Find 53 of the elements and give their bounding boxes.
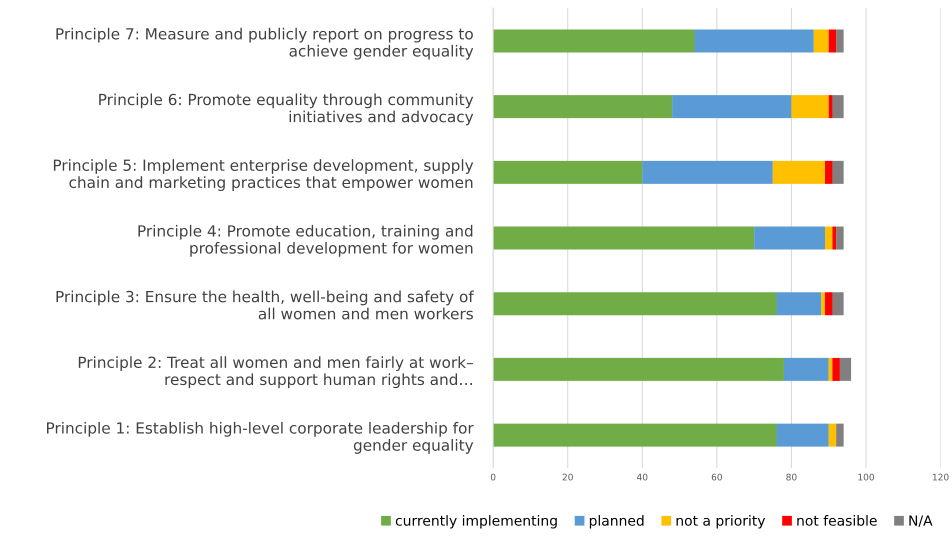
bar [672,95,792,118]
bar [836,226,844,250]
bar [836,424,844,447]
bar [832,226,836,250]
bar [754,226,825,250]
x-tick-label: 40 [636,474,648,481]
bar [493,424,777,447]
y-tick-label: Principle 2: Treat all women and men fairly at work– respect and support human rights and… [78,356,473,388]
bar [493,160,642,184]
bar [791,95,829,118]
bar [828,29,836,52]
y-tick-label: Principle 7: Measure and publicly report on progress to achieve gender equality [56,28,474,60]
bar [694,29,814,52]
bar [821,292,825,316]
bar [828,424,836,447]
x-tick-label: 20 [562,474,573,481]
bar [493,226,754,250]
bar [642,160,773,184]
legend-label: N/A [909,515,932,527]
bar [772,160,825,184]
bar [832,160,844,184]
bar [784,358,829,381]
bar [840,358,852,381]
y-tick-label: Principle 4: Promote education, training and professional development for women [138,224,472,257]
y-tick-label: Principle 1: Establish high-level corporate leadership for gender equality [47,422,474,454]
legend-label: not feasible [797,515,877,526]
bar [493,292,777,316]
x-tick-label: 0 [490,474,496,481]
bar [828,358,832,381]
x-tick-label: 120 [932,474,949,481]
bar [832,292,844,316]
y-tick-label: Principle 3: Ensure the health, well-being and safety of all women and men workers [56,290,474,320]
y-tick-label: Principle 6: Promote equality through community initiatives and advocacy [99,93,474,126]
x-tick-label: 100 [858,474,874,481]
bar [832,358,840,381]
legend-label: planned [590,515,644,528]
bar [828,95,832,118]
bar [824,226,832,250]
x-tick-label: 60 [712,474,722,481]
bar [493,95,672,118]
bar [832,95,844,118]
y-tick-label: Principle 5: Implement enterprise development, supply chain and marketing practices that empower women [54,159,474,192]
legend-label: currently implementing [396,515,557,528]
bar [824,292,832,316]
bar [776,292,822,316]
bar [493,29,694,52]
bar [493,358,784,381]
bar [814,29,829,52]
legend-label: not a priority [676,515,766,528]
bar [836,29,844,52]
bar [824,160,832,184]
bar [776,424,829,447]
x-tick-label: 80 [786,474,797,481]
